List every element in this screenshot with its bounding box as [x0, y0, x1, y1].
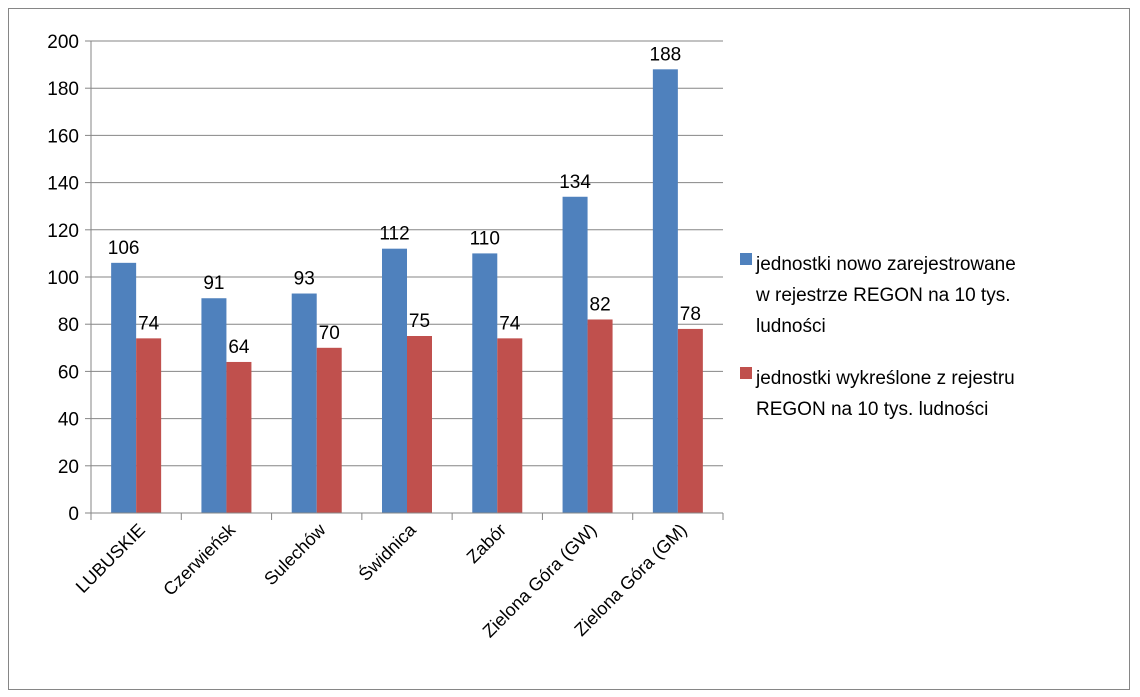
bar-removed [136, 338, 162, 513]
bar-chart: 106 74 91 64 93 70 112 75 110 74 134 82 188 78 0 20 40 6… [47, 32, 1016, 641]
data-labels: 106 74 91 64 93 70 112 75 110 74 134 82 188 78 [108, 44, 701, 358]
x-tick-label: Czerwieńsk [159, 519, 240, 600]
y-tick-label: 180 [47, 79, 79, 100]
data-label: 110 [470, 228, 500, 249]
bar-removed [497, 338, 523, 513]
chart-area: 106 74 91 64 93 70 112 75 110 74 134 82 188 78 0 20 40 6… [8, 8, 1130, 690]
data-label: 188 [650, 44, 682, 65]
y-tick-label: 60 [58, 362, 79, 383]
data-label: 74 [499, 313, 521, 334]
x-tick-label: LUBUSKIE [72, 520, 149, 597]
x-tick-label: Świdnica [354, 518, 420, 584]
y-tick-label: 140 [47, 174, 79, 195]
bar-removed [226, 361, 252, 513]
bar-removed [407, 336, 432, 513]
data-label: 82 [590, 294, 611, 315]
legend-label: jednostki nowo zarejestrowane [755, 254, 1016, 275]
legend-label: jednostki wykreślone z rejestru [755, 368, 1015, 389]
bar-removed [677, 328, 703, 513]
data-label: 78 [680, 304, 701, 325]
bars [111, 69, 703, 513]
bar-registered [382, 248, 407, 513]
data-label: 112 [379, 224, 409, 245]
data-label: 75 [409, 311, 430, 332]
data-label: 93 [294, 269, 315, 290]
legend-swatch [740, 367, 752, 379]
data-label: 106 [108, 238, 140, 259]
x-tick-label: Zabór [463, 520, 510, 567]
y-tick-label: 200 [47, 32, 79, 53]
data-label: 91 [203, 273, 224, 294]
bar-removed [587, 319, 613, 513]
y-tick-label: 160 [47, 126, 79, 147]
legend-label: w rejestrze REGON na 10 tys. [755, 285, 1010, 306]
legend-swatch [740, 253, 752, 265]
data-label: 74 [138, 313, 160, 334]
y-tick-label: 100 [47, 268, 79, 289]
bar-registered [201, 298, 227, 513]
data-label: 70 [319, 323, 340, 344]
legend: jednostki nowo zarejestrowane w rejestrze… [740, 253, 1016, 420]
axes [85, 40, 724, 520]
legend-label: ludności [756, 316, 826, 337]
bar-registered [562, 196, 588, 513]
y-tick-label: 0 [68, 504, 79, 525]
y-tick-label: 120 [47, 221, 79, 242]
data-label: 134 [559, 172, 591, 193]
y-tick-label: 80 [58, 315, 79, 336]
y-tick-label: 20 [58, 457, 79, 478]
x-tick-label: Sulechów [260, 519, 330, 589]
bar-registered [472, 253, 498, 513]
bar-registered [291, 293, 317, 513]
y-tick-label: 40 [58, 410, 79, 431]
data-label: 64 [228, 337, 250, 358]
bar-registered [111, 262, 137, 513]
bar-removed [316, 347, 342, 513]
bar-registered [652, 69, 678, 513]
legend-label: REGON na 10 tys. ludności [756, 399, 988, 420]
